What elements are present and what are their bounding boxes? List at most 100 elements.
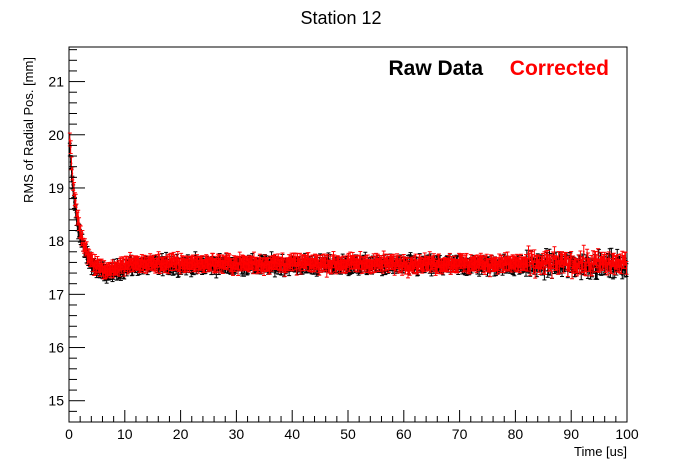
- data-point: [527, 251, 530, 254]
- data-point: [342, 265, 345, 267]
- data-point: [275, 261, 278, 264]
- data-point: [596, 272, 598, 274]
- data-point: [127, 262, 130, 264]
- data-point: [451, 265, 454, 267]
- data-point: [96, 262, 99, 264]
- data-point: [210, 263, 213, 266]
- data-point: [394, 263, 397, 266]
- data-point: [206, 261, 208, 264]
- data-point: [397, 261, 399, 263]
- data-point: [157, 267, 160, 269]
- data-point: [358, 261, 361, 264]
- data-point: [336, 261, 339, 263]
- data-point: [254, 263, 256, 265]
- data-point: [81, 236, 84, 238]
- data-point: [110, 270, 112, 273]
- data-point: [520, 259, 522, 262]
- data-point: [266, 263, 269, 265]
- data-point: [412, 265, 414, 267]
- data-point: [290, 261, 292, 263]
- data-point: [320, 265, 322, 267]
- data-point: [470, 263, 473, 265]
- data-point: [124, 264, 126, 267]
- data-point: [85, 255, 88, 258]
- data-point: [149, 259, 151, 261]
- data-point: [352, 261, 355, 264]
- data-point: [503, 263, 506, 265]
- data-point: [449, 267, 452, 269]
- data-point: [468, 264, 470, 267]
- data-point: [414, 259, 417, 262]
- data-point: [218, 261, 220, 264]
- data-point: [328, 265, 331, 268]
- data-point: [464, 260, 467, 263]
- data-point: [484, 267, 486, 269]
- data-point: [194, 264, 197, 267]
- data-point: [99, 269, 101, 271]
- data-point: [476, 260, 479, 263]
- data-point: [418, 262, 420, 265]
- data-point: [220, 265, 223, 268]
- data-point: [341, 261, 344, 264]
- data-point: [319, 261, 321, 263]
- data-point: [551, 270, 553, 273]
- data-point: [271, 262, 274, 264]
- data-point: [441, 266, 444, 269]
- data-point: [478, 269, 480, 271]
- data-point: [300, 260, 303, 263]
- data-point: [553, 252, 556, 254]
- data-point: [156, 260, 158, 262]
- data-point: [120, 262, 122, 265]
- data-point: [475, 265, 478, 268]
- data-point: [72, 190, 74, 193]
- data-point: [153, 263, 156, 266]
- data-point: [259, 263, 262, 266]
- data-point: [498, 259, 501, 262]
- data-point: [543, 257, 546, 259]
- data-point: [174, 262, 177, 265]
- data-point: [310, 264, 313, 267]
- data-point: [624, 266, 627, 268]
- data-point: [128, 265, 131, 267]
- data-point: [219, 260, 222, 263]
- data-point: [554, 263, 557, 265]
- data-point: [377, 264, 380, 267]
- data-point: [84, 244, 86, 246]
- data-point: [533, 267, 536, 269]
- data-point: [115, 267, 117, 270]
- data-point: [135, 263, 138, 265]
- data-point: [290, 258, 293, 261]
- data-point: [243, 262, 245, 264]
- data-point: [423, 258, 426, 261]
- data-point: [119, 264, 121, 266]
- data-point: [466, 264, 469, 267]
- data-point: [329, 261, 331, 264]
- data-point: [161, 262, 164, 265]
- data-point: [519, 265, 521, 268]
- data-point: [261, 264, 264, 267]
- data-point: [305, 260, 307, 263]
- data-point: [486, 264, 489, 267]
- data-point: [430, 262, 433, 265]
- data-point: [165, 257, 167, 260]
- data-point: [379, 264, 382, 266]
- data-point: [106, 269, 109, 272]
- data-point: [260, 266, 263, 268]
- data-point: [236, 262, 239, 265]
- data-point: [297, 261, 300, 264]
- data-point: [233, 261, 235, 263]
- data-point: [346, 262, 348, 265]
- data-point: [168, 267, 171, 270]
- data-point: [139, 264, 141, 267]
- data-point: [455, 265, 458, 268]
- data-point: [423, 265, 426, 268]
- data-point: [485, 259, 488, 262]
- data-point: [77, 231, 80, 234]
- data-point: [434, 268, 437, 270]
- data-point: [495, 263, 498, 266]
- data-point: [339, 263, 341, 265]
- data-point: [270, 263, 273, 266]
- data-point: [246, 262, 249, 264]
- data-point: [103, 266, 105, 268]
- data-point: [465, 268, 468, 270]
